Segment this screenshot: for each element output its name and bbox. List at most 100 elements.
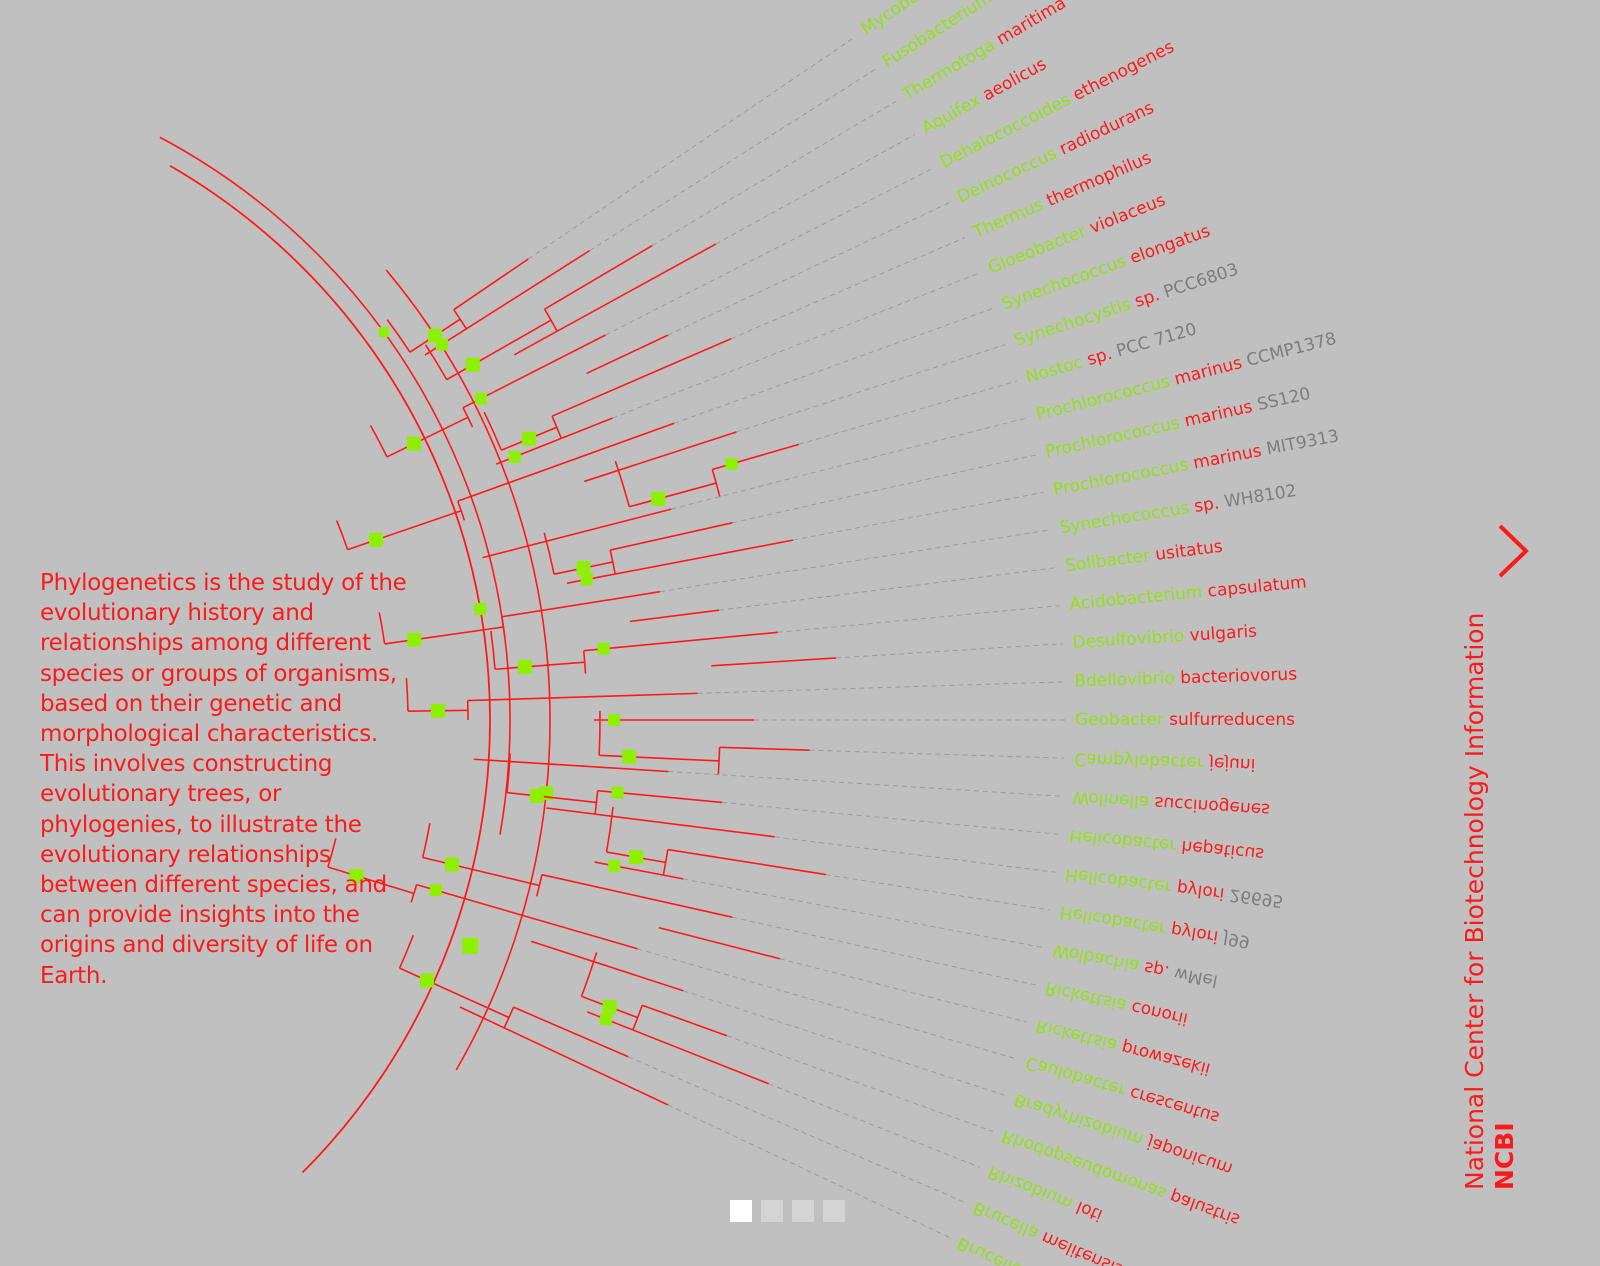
next-button[interactable]: [1496, 522, 1532, 580]
branch-join: [506, 753, 511, 793]
species-genus: Prochlorococcus: [1051, 455, 1190, 500]
species-label: Geobacter sulfurreducens: [1075, 710, 1295, 730]
leader-line: [736, 344, 1006, 433]
branch-join: [711, 469, 721, 497]
species-species: bacteriovorus: [1174, 665, 1297, 689]
branch: [513, 1006, 629, 1058]
species-label: Desulfovibrio vulgaris: [1072, 621, 1258, 653]
branch: [422, 856, 540, 887]
species-genus: Geobacter: [1075, 710, 1164, 730]
leader-line: [732, 454, 1036, 524]
species-genus: Brucella: [954, 1233, 1025, 1266]
species-strain: CCMP1378: [1239, 329, 1338, 373]
node-marker: [465, 357, 480, 372]
species-genus: Wolinella: [1072, 787, 1150, 812]
branch: [467, 692, 698, 702]
node-marker: [419, 973, 434, 988]
species-species: ethenogenes: [1065, 37, 1178, 108]
branch: [566, 539, 794, 584]
species-species: japonicum: [1140, 1131, 1236, 1179]
leader-line: [722, 801, 1060, 835]
node-marker: [508, 450, 521, 463]
branch: [457, 422, 675, 502]
branch: [667, 848, 826, 876]
species-genus: Solibacter: [1064, 546, 1151, 577]
leader-line: [719, 567, 1056, 611]
species-strain: PCC6803: [1156, 260, 1241, 305]
species-genus: Rickettsia: [1043, 977, 1128, 1015]
branch: [473, 758, 669, 773]
species-label: Synechocystis sp. PCC6803: [1012, 260, 1241, 351]
species-species: aeolicus: [975, 54, 1051, 108]
branch-join: [369, 425, 388, 458]
species-label: Helicobacter pylori 26695: [1064, 864, 1284, 911]
page-dot[interactable]: [761, 1200, 783, 1222]
node-marker: [651, 491, 666, 506]
species-species: hepaticus: [1175, 835, 1265, 863]
page-dot[interactable]: [730, 1200, 752, 1222]
brand-acronym: NCBI: [1490, 1122, 1519, 1190]
node-marker: [522, 431, 537, 446]
species-genus: Campylobacter: [1074, 748, 1204, 772]
branch-join: [335, 520, 349, 550]
pagination: [730, 1200, 845, 1222]
branch: [587, 1011, 769, 1085]
species-genus: Wolbachia: [1051, 940, 1141, 976]
leader-line: [651, 101, 897, 247]
species-species: sp.: [1187, 493, 1220, 518]
species-species: crescentus: [1122, 1081, 1221, 1127]
node-marker: [429, 884, 442, 897]
species-species: conorii: [1124, 996, 1190, 1029]
species-label: Rickettsia conorii: [1043, 977, 1190, 1028]
leader-line: [825, 874, 1051, 911]
species-species: capsulatum: [1201, 572, 1307, 602]
branch: [629, 609, 720, 623]
branch: [719, 746, 810, 751]
leader-line: [628, 1056, 966, 1203]
node-marker: [474, 602, 487, 615]
branch: [453, 258, 529, 311]
species-label: Bdellovibrio bacteriovorus: [1074, 665, 1297, 692]
branch: [506, 791, 597, 804]
branch: [416, 883, 638, 950]
page-dot[interactable]: [792, 1200, 814, 1222]
leader-line: [774, 836, 1056, 873]
node-marker: [369, 532, 384, 547]
leader-line: [682, 990, 1006, 1096]
species-species: marinus: [1186, 441, 1263, 475]
species-genus: Rhizobium: [985, 1162, 1076, 1214]
branch: [711, 657, 837, 667]
branch: [712, 443, 799, 471]
branch-join: [483, 411, 503, 451]
node-marker: [599, 1013, 612, 1026]
species-label: Acidobacterium capsulatum: [1069, 572, 1308, 614]
species-species: pylori: [1170, 877, 1225, 903]
branch: [594, 861, 684, 880]
leader-line: [527, 36, 856, 260]
species-strain: MIT9313: [1259, 426, 1340, 460]
branch-join: [386, 319, 411, 353]
species-species: loti: [1068, 1195, 1105, 1225]
species-strain: SS120: [1250, 384, 1312, 416]
node-marker: [430, 703, 445, 718]
branch-join: [457, 500, 466, 521]
branch-join: [501, 616, 506, 638]
species-genus: Bdellovibrio: [1074, 668, 1175, 691]
branch: [384, 626, 504, 645]
species-strain: WH8102: [1218, 481, 1298, 513]
species-species: palustris: [1162, 1184, 1242, 1229]
branch: [399, 967, 510, 1019]
node-marker: [474, 392, 487, 405]
species-species: marinus: [1167, 353, 1244, 391]
species-species: melitensis: [1034, 1225, 1127, 1266]
brand-name: National Center for Biotechnology Inform…: [1460, 612, 1489, 1190]
species-species: maritima: [988, 0, 1069, 52]
branch: [541, 873, 733, 918]
leader-line: [667, 1104, 950, 1238]
branch: [530, 940, 684, 992]
species-species: succinogenes: [1149, 792, 1271, 820]
page-dot[interactable]: [823, 1200, 845, 1222]
branch-join: [582, 650, 587, 674]
branch: [482, 508, 672, 559]
